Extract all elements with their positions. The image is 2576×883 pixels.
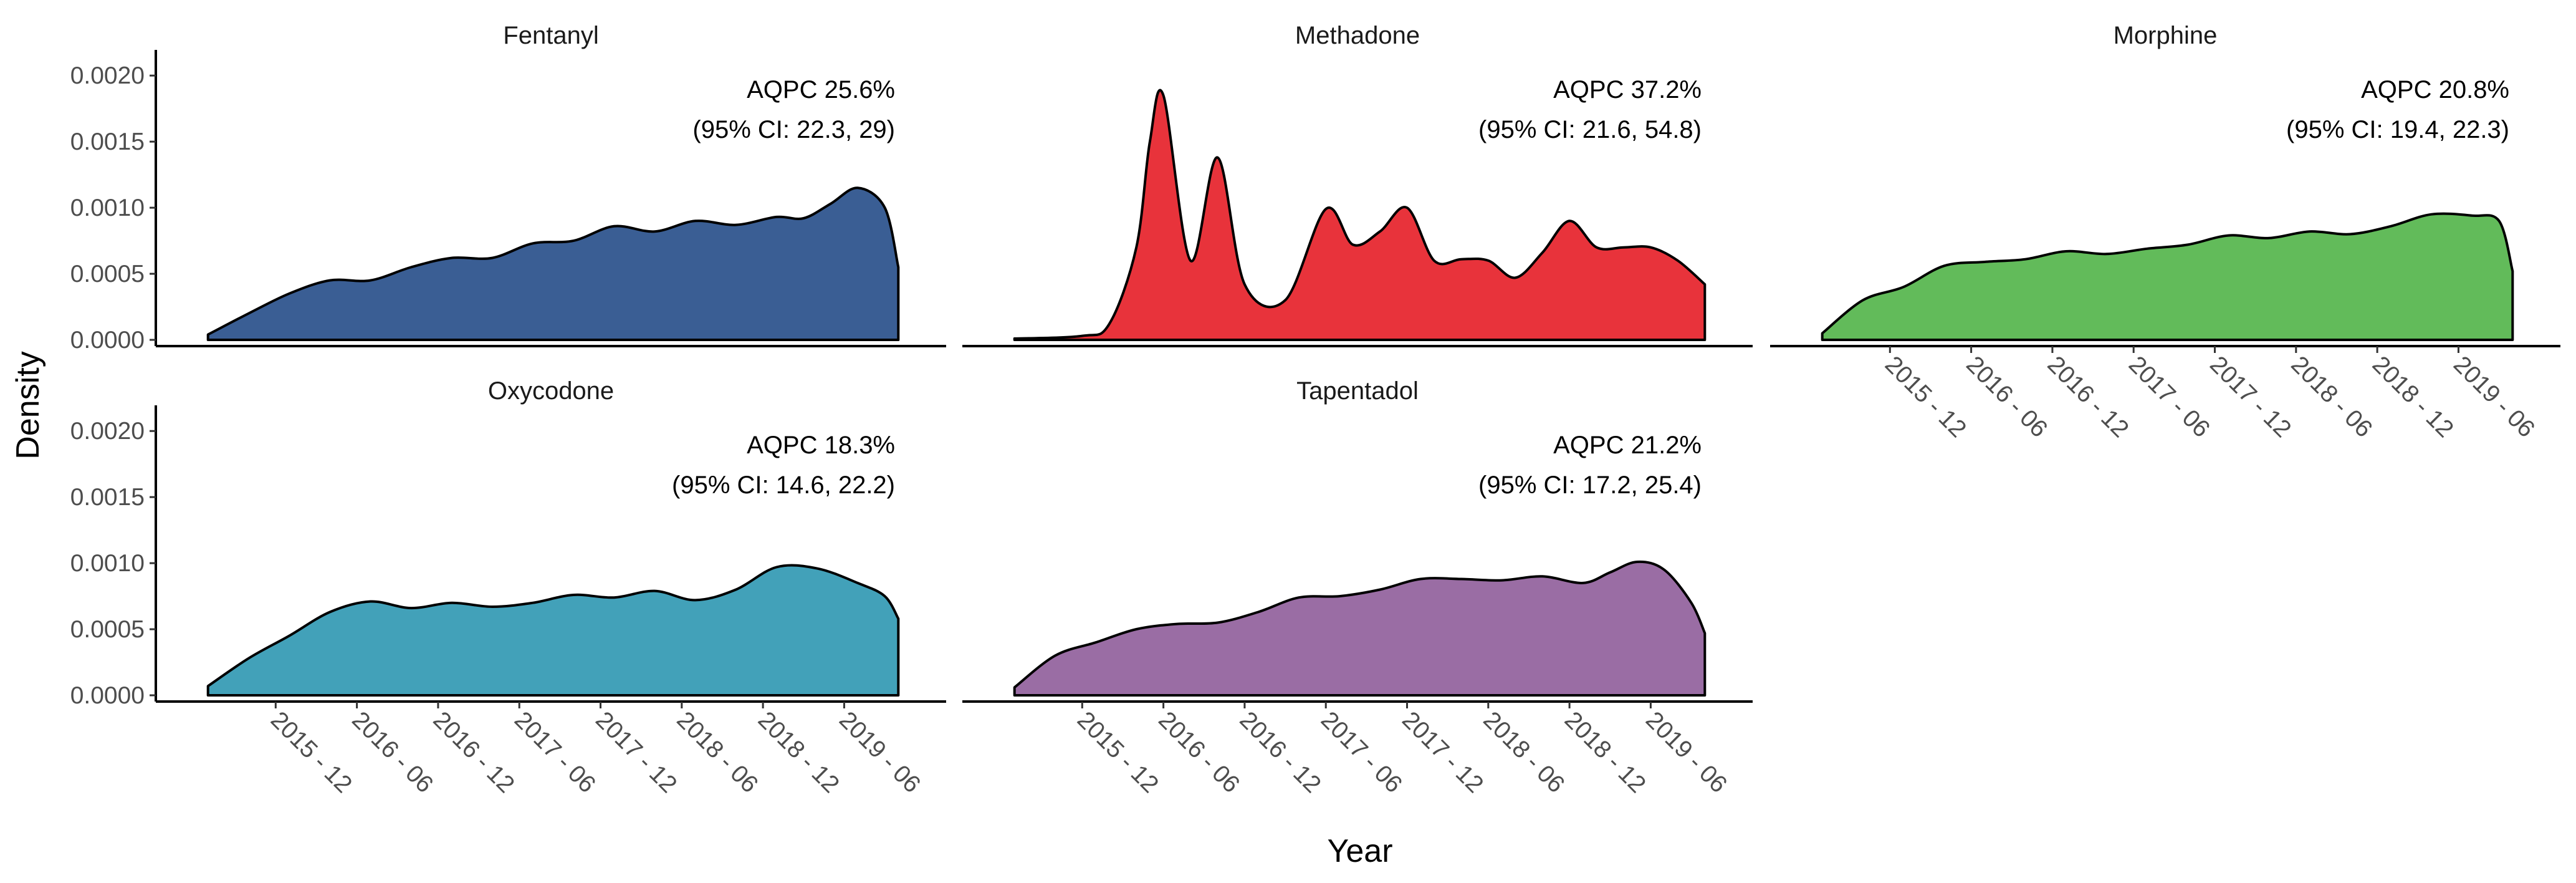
x-tick-label: 2015 - 12 [1880, 351, 1971, 443]
x-tick-label: 2016 - 06 [1961, 351, 2052, 443]
x-tick-label: 2018 - 12 [1559, 707, 1651, 798]
panel-oxycodone: Oxycodone AQPC 18.3% (95% CI: 14.6, 22.2) 0… [70, 377, 946, 798]
panel-title: Fentanyl [503, 22, 598, 49]
x-tick-label: 2015 - 12 [266, 707, 357, 798]
ci-annotation: (95% CI: 22.3, 29) [692, 116, 895, 143]
panels-layer: Fentanyl AQPC 25.6% (95% CI: 22.3, 29) 0.00… [70, 22, 2560, 798]
y-tick-label: 0.0015 [70, 128, 145, 155]
y-tick-label: 0.0005 [70, 616, 145, 643]
x-tick-label: 2016 - 12 [2042, 351, 2134, 443]
x-tick-label: 2017 - 12 [590, 707, 682, 798]
x-tick-label: 2016 - 06 [1153, 707, 1245, 798]
x-tick-label: 2015 - 12 [1072, 707, 1164, 798]
x-tick-label: 2018 - 12 [753, 707, 845, 798]
y-axis-title: Density [10, 351, 46, 459]
panel-title: Tapentadol [1296, 377, 1419, 405]
density-area-methadone [1013, 89, 1707, 341]
panel-tapentadol: Tapentadol AQPC 21.2% (95% CI: 17.2, 25.4)… [962, 377, 1753, 798]
x-tick-label: 2018 - 12 [2367, 351, 2459, 443]
panel-methadone: Methadone AQPC 37.2% (95% CI: 21.6, 54.8) [962, 22, 1753, 347]
x-tick-label: 2019 - 06 [834, 707, 926, 798]
x-tick-label: 2017 - 12 [2205, 351, 2296, 443]
ci-annotation: (95% CI: 21.6, 54.8) [1478, 116, 1702, 143]
x-tick-label: 2019 - 06 [2448, 351, 2540, 443]
aqpc-annotation: AQPC 37.2% [1553, 76, 1702, 104]
density-area-oxycodone [206, 564, 900, 697]
x-tick-label: 2016 - 06 [347, 707, 438, 798]
density-area-tapentadol [1013, 560, 1707, 697]
y-tick-label: 0.0015 [70, 484, 145, 511]
y-tick-label: 0.0000 [70, 682, 145, 709]
density-area-morphine [1821, 212, 2514, 341]
panel-title: Oxycodone [488, 377, 614, 405]
x-tick-label: 2018 - 06 [2286, 351, 2377, 443]
panel-title: Methadone [1295, 22, 1420, 49]
y-tick-label: 0.0000 [70, 327, 145, 354]
x-tick-label: 2016 - 12 [428, 707, 520, 798]
x-tick-label: 2018 - 06 [671, 707, 763, 798]
panel-title: Morphine [2114, 22, 2218, 49]
x-axis-title: Year [1327, 833, 1392, 869]
x-tick-label: 2017 - 06 [2124, 351, 2215, 443]
ci-annotation: (95% CI: 19.4, 22.3) [2286, 116, 2509, 143]
x-tick-label: 2017 - 06 [509, 707, 601, 798]
y-tick-label: 0.0020 [70, 418, 145, 445]
aqpc-annotation: AQPC 21.2% [1553, 432, 1702, 459]
x-tick-label: 2019 - 06 [1640, 707, 1732, 798]
y-tick-label: 0.0010 [70, 195, 145, 221]
x-tick-label: 2016 - 12 [1235, 707, 1326, 798]
aqpc-annotation: AQPC 20.8% [2361, 76, 2509, 104]
x-tick-label: 2017 - 06 [1316, 707, 1407, 798]
ci-annotation: (95% CI: 14.6, 22.2) [672, 471, 895, 499]
panel-morphine: Morphine AQPC 20.8% (95% CI: 19.4, 22.3) 20… [1770, 22, 2560, 443]
density-area-fentanyl [206, 186, 900, 341]
y-tick-label: 0.0020 [70, 62, 145, 89]
aqpc-annotation: AQPC 25.6% [747, 76, 895, 104]
ci-annotation: (95% CI: 17.2, 25.4) [1478, 471, 1702, 499]
panel-fentanyl: Fentanyl AQPC 25.6% (95% CI: 22.3, 29) 0.00… [70, 22, 946, 354]
aqpc-annotation: AQPC 18.3% [747, 432, 895, 459]
y-tick-label: 0.0010 [70, 550, 145, 577]
y-tick-label: 0.0005 [70, 261, 145, 287]
x-tick-label: 2018 - 06 [1478, 707, 1569, 798]
x-tick-label: 2017 - 12 [1397, 707, 1488, 798]
